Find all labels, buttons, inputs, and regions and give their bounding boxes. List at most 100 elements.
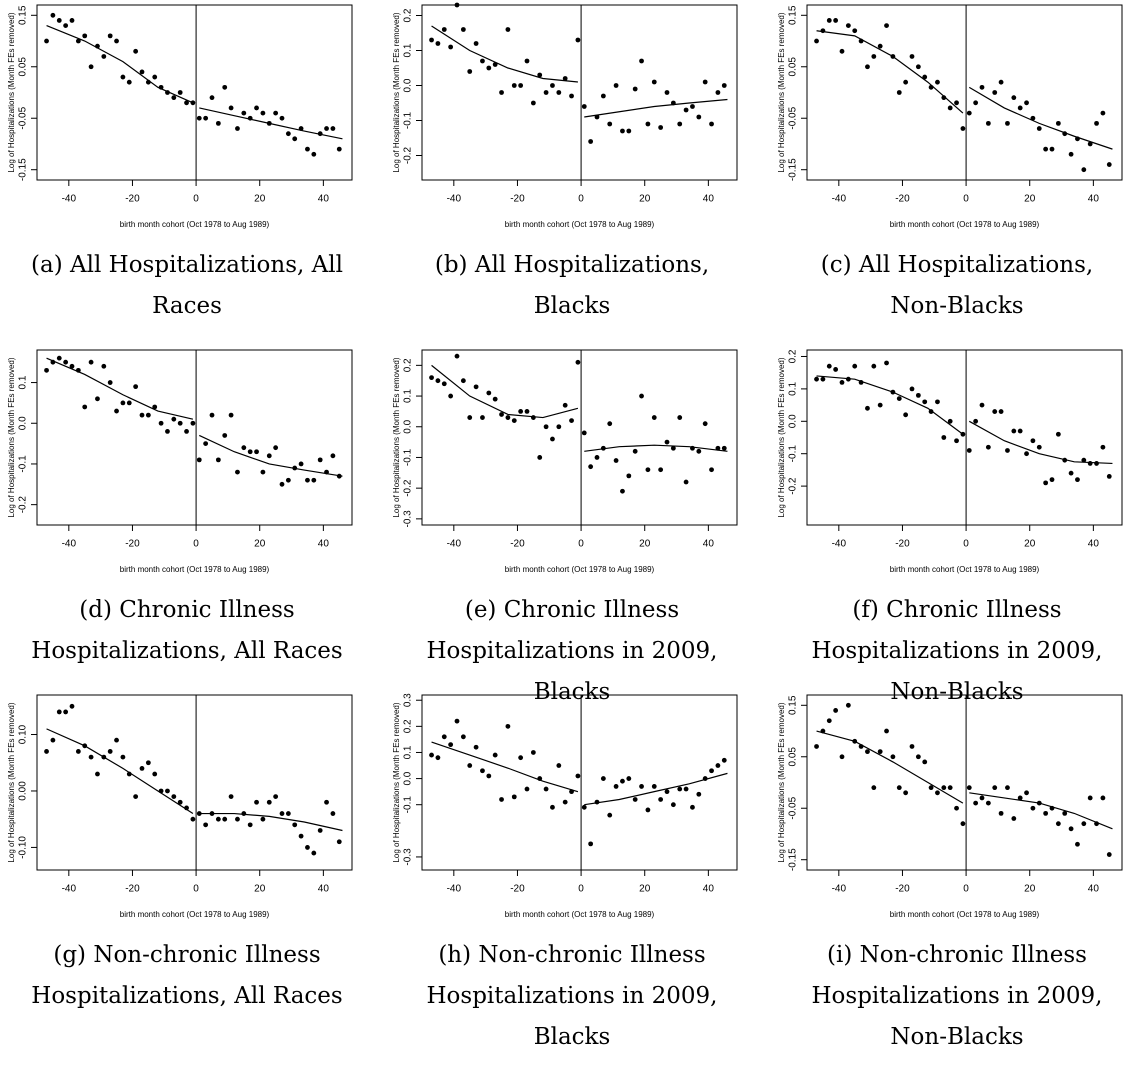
data-point (1094, 821, 1099, 827)
data-point (858, 744, 864, 749)
data-point (260, 469, 266, 475)
data-point (524, 58, 530, 64)
data-point (979, 402, 985, 408)
data-point (292, 465, 298, 471)
data-point (266, 799, 272, 805)
data-point (75, 38, 81, 44)
data-point (467, 69, 473, 74)
caption: Blacks (534, 1024, 611, 1050)
data-point (852, 28, 858, 34)
data-point (1055, 431, 1061, 437)
data-point (120, 754, 126, 760)
data-point (311, 850, 317, 856)
fit-line (968, 86, 1113, 150)
data-point (171, 416, 177, 422)
data-point (448, 742, 454, 748)
x-tick-label: 40 (703, 194, 715, 205)
data-point (473, 744, 479, 750)
data-point (626, 776, 632, 781)
data-point (922, 399, 928, 405)
data-point (1030, 438, 1036, 444)
data-point (626, 128, 632, 134)
data-point (1005, 448, 1010, 453)
data-point (241, 445, 247, 451)
panel: -40 -20 0 20 40 -0.2 -0.1 0.0 0.1 0.2 birth month … (777, 349, 1123, 705)
data-point (126, 79, 132, 85)
data-point (550, 804, 555, 810)
data-point (114, 38, 119, 44)
data-point (311, 477, 317, 483)
data-point (909, 54, 915, 59)
x-tick-label: 20 (639, 884, 651, 895)
data-point (594, 455, 600, 460)
data-point (530, 415, 536, 420)
data-point (133, 794, 139, 800)
caption: Non-Blacks (890, 1024, 1023, 1050)
data-point (877, 749, 883, 755)
x-tick-label: 40 (1088, 539, 1100, 550)
data-point (499, 797, 504, 802)
data-point (715, 445, 721, 451)
data-point (550, 436, 555, 442)
caption: Hospitalizations in 2009, (427, 638, 718, 664)
x-tick-label: 20 (1024, 884, 1036, 895)
y-tick-label: 0.0 (18, 416, 29, 430)
data-point (626, 473, 632, 479)
data-point (279, 811, 285, 816)
data-point (254, 105, 259, 111)
data-point (839, 380, 845, 385)
x-tick-label: -20 (895, 194, 910, 205)
data-point (877, 402, 883, 408)
data-point (152, 74, 158, 80)
data-point (985, 120, 991, 126)
data-point (486, 390, 492, 396)
data-point (826, 18, 832, 23)
x-tick-label: 0 (193, 194, 199, 205)
data-point (292, 136, 298, 142)
data-point (954, 438, 959, 444)
x-axis-label: birth month cohort (Oct 1978 to Aug 1989… (890, 910, 1040, 919)
data-point (607, 121, 613, 127)
data-point (620, 128, 625, 134)
y-tick-label: 0.00 (18, 781, 29, 801)
y-tick-label: -0.3 (403, 848, 414, 866)
data-point (145, 79, 151, 85)
data-point (120, 74, 126, 80)
data-point (44, 38, 49, 44)
data-point (664, 439, 670, 445)
data-point (569, 789, 574, 795)
x-tick-label: 40 (318, 884, 330, 895)
data-point (88, 64, 94, 70)
data-point (460, 734, 466, 740)
data-point (247, 449, 253, 455)
x-tick-label: 40 (703, 884, 715, 895)
data-point (1024, 100, 1029, 106)
x-axis-label: birth month cohort (Oct 1978 to Aug 1989… (890, 565, 1040, 574)
x-tick-label: 20 (254, 194, 266, 205)
data-point (1036, 126, 1042, 131)
x-tick-label: -40 (447, 884, 462, 895)
data-point (454, 718, 460, 724)
y-tick-label: -0.15 (788, 158, 799, 181)
y-tick-label: -0.15 (788, 848, 799, 871)
x-tick-label: -20 (125, 539, 140, 550)
x-tick-label: 0 (963, 884, 969, 895)
data-point (709, 467, 714, 473)
data-point (511, 418, 517, 424)
data-point (690, 804, 695, 810)
data-point (454, 353, 460, 359)
data-point (330, 126, 336, 131)
data-point (441, 27, 447, 32)
x-tick-label: 40 (1088, 884, 1100, 895)
data-point (196, 457, 202, 463)
data-point (721, 757, 727, 763)
data-point (1081, 821, 1087, 827)
data-point (1024, 790, 1029, 796)
y-axis-label: Log of Hospitalizations (Month FEs remov… (777, 357, 786, 517)
data-point (460, 27, 466, 32)
x-tick-label: 40 (703, 539, 715, 550)
caption: (g) Non-chronic Illness (53, 942, 320, 968)
y-tick-label: 0.0 (403, 771, 414, 785)
data-point (1106, 473, 1112, 479)
